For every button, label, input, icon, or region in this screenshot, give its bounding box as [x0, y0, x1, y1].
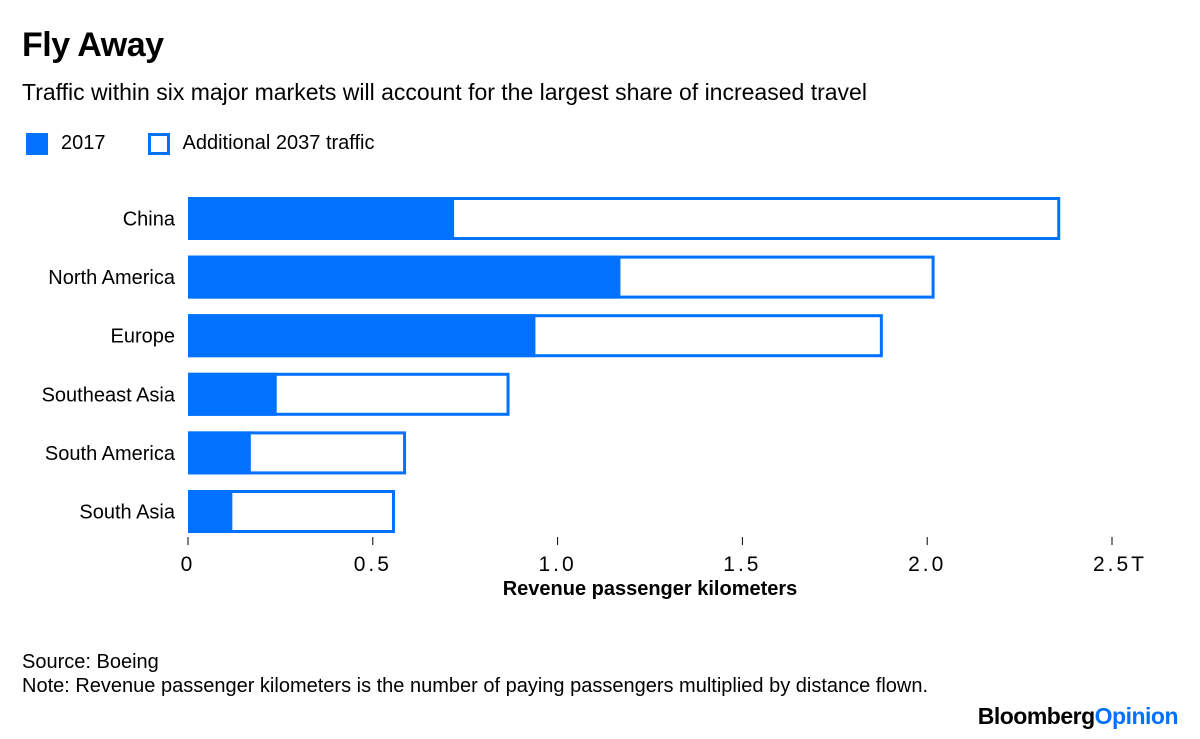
category-label: China: [123, 209, 176, 231]
category-label: Southeast Asia: [42, 384, 176, 406]
x-tick-label: 0.5: [354, 553, 392, 576]
x-axis-label: Revenue passenger kilometers: [503, 578, 798, 600]
legend-swatch-filled: [26, 132, 48, 155]
bar-2017: [188, 490, 233, 533]
legend-label: Additional 2037 traffic: [182, 132, 375, 154]
category-label: South Asia: [79, 502, 176, 524]
bar-2017: [188, 197, 455, 240]
category-label: Europe: [111, 326, 176, 348]
bar-2017: [188, 372, 277, 416]
bar-2017: [188, 255, 621, 299]
legend-item-2017: 2017: [26, 132, 106, 155]
bar-2017: [188, 314, 536, 358]
category-label: North America: [48, 267, 176, 289]
source-note: Source: Boeing: [22, 651, 159, 673]
legend-swatch-outline: [147, 132, 170, 155]
legend-label: 2017: [61, 132, 106, 154]
x-tick-label: 1.5: [723, 553, 761, 576]
brand-bloomberg: Bloomberg: [977, 703, 1095, 729]
legend-item-additional-2037: Additional 2037 traffic: [147, 132, 375, 155]
brand-opinion: Opinion: [1094, 703, 1179, 729]
footnote: Note: Revenue passenger kilometers is th…: [22, 675, 929, 697]
x-tick-label: 2.5T: [1093, 553, 1147, 576]
x-tick-label: 0: [181, 553, 196, 576]
category-label: South America: [45, 443, 176, 465]
legend: 2017 Additional 2037 traffic: [26, 132, 416, 155]
bar-2017: [188, 431, 251, 475]
x-tick-label: 1.0: [538, 553, 576, 576]
chart-title: Fly Away: [22, 26, 164, 64]
bar-chart: China North America Europe Southeast Asia So…: [42, 197, 1147, 600]
bloomberg-opinion-logo: BloombergOpinion: [977, 703, 1179, 730]
chart-subtitle: Traffic within six major markets will ac…: [22, 79, 867, 105]
x-tick-label: 2.0: [908, 553, 946, 576]
